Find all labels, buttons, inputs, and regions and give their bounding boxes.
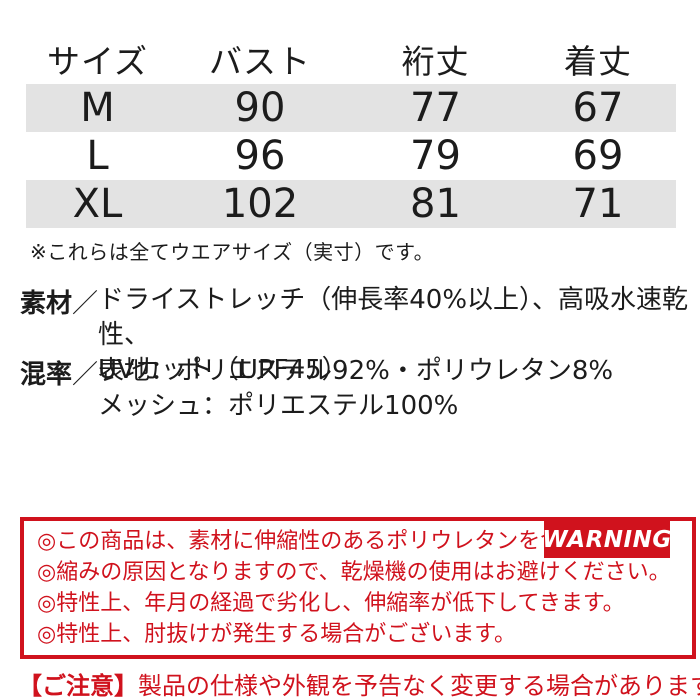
material-line-1: ドライストレッチ（伸長率40%以上）、高吸水速乾性、 — [98, 285, 689, 350]
measurement-note: ※これらは全てウエアサイズ（実寸）です。 — [30, 240, 435, 264]
warning-item-4: ◎特性上、肘抜けが発生する場合がございます。 — [37, 622, 516, 647]
header-body-length: 着丈 — [564, 42, 632, 81]
warning-box: WARNING ◎この商品は、素材に伸縮性のあるポリウレタンを含みます。 ◎縮み… — [20, 517, 696, 659]
material-label: 素材 — [20, 289, 73, 319]
blend-lines: 表地：ポリエステル92%・ポリウレタン8% メッシュ：ポリエステル100% — [98, 354, 613, 424]
cell-length: 71 — [572, 181, 624, 227]
table-row-m: M 90 77 67 — [26, 84, 676, 132]
blend-label: 混率 — [20, 360, 73, 390]
cell-sleeve: 81 — [410, 181, 461, 227]
material-spec: 素材／ ドライストレッチ（伸長率40%以上）、高吸水速乾性、 UVカット（UPF… — [20, 283, 700, 388]
cell-size: M — [80, 85, 115, 131]
header-size: サイズ — [46, 42, 148, 81]
header-bust: バスト — [209, 42, 311, 81]
header-sleeve-length: 裄丈 — [401, 42, 470, 81]
table-row-l: L 96 79 69 — [26, 132, 676, 180]
table-row-xl: XL 102 81 71 — [26, 180, 676, 228]
size-table: サイズ バスト 裄丈 着丈 M 90 77 67 L 96 79 69 XL 1… — [26, 34, 676, 228]
warning-item-2: ◎縮みの原因となりますので、乾燥機の使用はお避けください。 — [37, 560, 671, 585]
blend-separator: ／ — [72, 360, 99, 390]
cell-size: L — [86, 133, 109, 179]
cell-bust: 102 — [221, 181, 299, 227]
size-table-header-row: サイズ バスト 裄丈 着丈 — [26, 34, 676, 84]
cell-length: 69 — [572, 133, 624, 179]
blend-line-outer: 表地：ポリエステル92%・ポリウレタン8% — [98, 356, 614, 386]
footer-notice-prefix: 【ご注意】 — [18, 672, 138, 700]
cell-bust: 96 — [234, 133, 286, 179]
material-lines: ドライストレッチ（伸長率40%以上）、高吸水速乾性、 UVカット（UPF45） — [98, 283, 700, 388]
footer-notice: 【ご注意】製品の仕様や外観を予告なく変更する場合があります。 — [18, 666, 700, 700]
cell-size: XL — [72, 181, 123, 227]
blend-spec: 混率／ 表地：ポリエステル92%・ポリウレタン8% メッシュ：ポリエステル100… — [20, 354, 613, 424]
material-separator: ／ — [72, 289, 99, 319]
material-line-2: UVカット（UPF45） — [98, 355, 348, 385]
blend-line-mesh: メッシュ：ポリエステル100% — [98, 391, 459, 421]
footer-notice-text: 製品の仕様や外観を予告なく変更する場合があります。 — [138, 672, 700, 700]
cell-sleeve: 77 — [410, 85, 461, 131]
cell-length: 67 — [572, 85, 624, 131]
warning-item-3: ◎特性上、年月の経過で劣化し、伸縮率が低下してきます。 — [37, 591, 625, 616]
cell-bust: 90 — [234, 85, 286, 131]
cell-sleeve: 79 — [410, 133, 461, 179]
warning-badge: WARNING — [542, 521, 671, 558]
